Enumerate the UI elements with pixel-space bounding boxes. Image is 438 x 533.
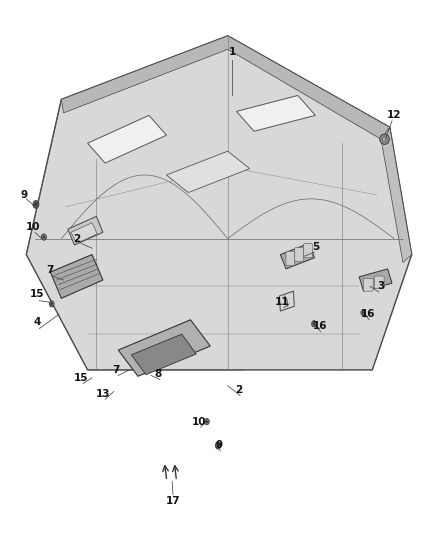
Text: 3: 3 <box>378 281 385 292</box>
Polygon shape <box>131 334 196 375</box>
Text: 9: 9 <box>215 440 223 450</box>
Text: 11: 11 <box>275 297 290 308</box>
Text: 7: 7 <box>113 365 120 375</box>
FancyBboxPatch shape <box>364 278 373 291</box>
Ellipse shape <box>362 311 364 314</box>
FancyBboxPatch shape <box>374 276 384 289</box>
Ellipse shape <box>311 320 316 327</box>
Text: 2: 2 <box>235 385 242 395</box>
Ellipse shape <box>35 203 37 206</box>
Polygon shape <box>68 216 103 245</box>
Text: 15: 15 <box>30 289 45 300</box>
Text: 5: 5 <box>312 241 319 252</box>
Ellipse shape <box>49 301 54 307</box>
Ellipse shape <box>51 303 53 305</box>
FancyBboxPatch shape <box>304 244 312 258</box>
Polygon shape <box>166 151 250 192</box>
FancyBboxPatch shape <box>286 252 295 266</box>
Ellipse shape <box>313 322 315 325</box>
Ellipse shape <box>206 421 208 423</box>
Text: 13: 13 <box>95 389 110 399</box>
Text: 10: 10 <box>192 417 207 426</box>
Text: 12: 12 <box>387 110 402 120</box>
Text: 8: 8 <box>154 369 161 379</box>
Ellipse shape <box>41 234 46 240</box>
Polygon shape <box>359 269 392 291</box>
Text: 15: 15 <box>74 373 88 383</box>
Text: 1: 1 <box>229 47 236 56</box>
Ellipse shape <box>204 418 209 425</box>
Text: 9: 9 <box>21 190 28 200</box>
Text: 16: 16 <box>360 309 375 319</box>
Text: 7: 7 <box>47 265 54 276</box>
Polygon shape <box>50 255 103 298</box>
Ellipse shape <box>33 200 39 208</box>
Polygon shape <box>280 244 314 269</box>
Ellipse shape <box>43 236 45 238</box>
Polygon shape <box>88 115 166 163</box>
Text: 16: 16 <box>312 321 327 331</box>
Polygon shape <box>61 36 390 139</box>
Polygon shape <box>381 127 412 263</box>
FancyBboxPatch shape <box>295 247 304 262</box>
Ellipse shape <box>361 310 365 316</box>
Text: 10: 10 <box>25 222 40 232</box>
Ellipse shape <box>215 442 221 449</box>
Polygon shape <box>237 95 315 131</box>
Ellipse shape <box>217 444 219 447</box>
Polygon shape <box>71 223 97 244</box>
Ellipse shape <box>382 137 387 142</box>
Text: 17: 17 <box>166 496 180 506</box>
Ellipse shape <box>380 134 389 144</box>
Text: 4: 4 <box>34 317 41 327</box>
Polygon shape <box>26 36 412 370</box>
Polygon shape <box>118 320 210 376</box>
Text: 2: 2 <box>73 233 80 244</box>
